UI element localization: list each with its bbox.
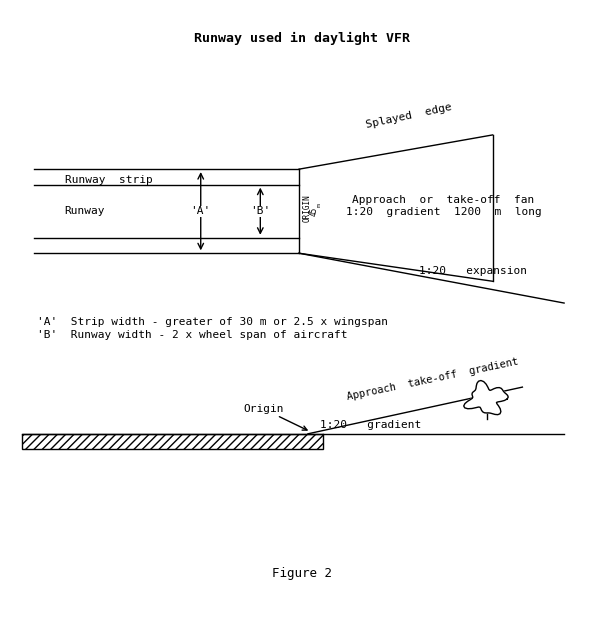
Text: 'B': 'B' <box>250 206 271 216</box>
Text: 'B'  Runway width - 2 x wheel span of aircraft: 'B' Runway width - 2 x wheel span of air… <box>37 331 347 341</box>
Text: 1:20  gradient  1200  m  long: 1:20 gradient 1200 m long <box>345 208 541 218</box>
Text: Runway  strip: Runway strip <box>65 175 152 186</box>
Text: Origin: Origin <box>243 404 307 430</box>
Text: Approach  or  take-off  fan: Approach or take-off fan <box>352 195 535 205</box>
Text: m: m <box>316 203 321 207</box>
Text: Approach  take-off  gradient: Approach take-off gradient <box>346 357 519 402</box>
Text: 1:20   gradient: 1:20 gradient <box>320 420 421 430</box>
Text: 1:20   expansion: 1:20 expansion <box>419 266 527 276</box>
Text: Figure 2: Figure 2 <box>272 567 332 581</box>
Text: 45: 45 <box>309 206 318 216</box>
Text: 'A': 'A' <box>191 206 211 216</box>
Text: ORIGIN: ORIGIN <box>302 194 311 222</box>
Bar <box>22 433 323 449</box>
Text: Runway used in daylight VFR: Runway used in daylight VFR <box>194 32 410 45</box>
Text: Runway: Runway <box>65 206 105 216</box>
Text: Splayed  edge: Splayed edge <box>365 102 453 130</box>
Polygon shape <box>464 380 508 415</box>
Text: 'A'  Strip width - greater of 30 m or 2.5 x wingspan: 'A' Strip width - greater of 30 m or 2.5… <box>37 317 388 327</box>
